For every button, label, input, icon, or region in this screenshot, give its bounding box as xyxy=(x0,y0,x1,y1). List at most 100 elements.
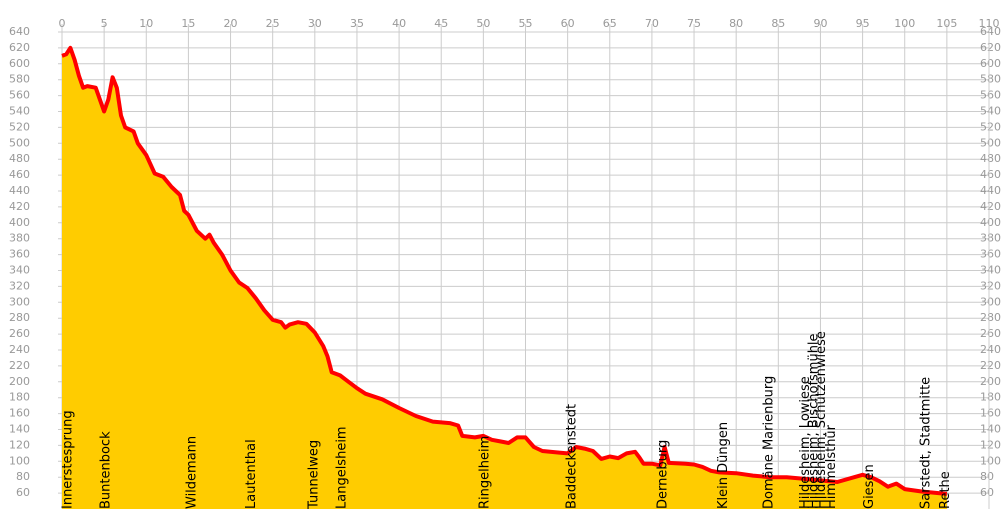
y2-tick-label: 580 xyxy=(980,73,1001,86)
y-tick-label: 500 xyxy=(9,136,30,149)
x-tick-label: 25 xyxy=(266,17,280,30)
station-label: Langelsheim xyxy=(334,426,349,509)
y2-tick-label: 240 xyxy=(980,343,1001,356)
x-tick-label: 85 xyxy=(771,17,785,30)
station-label: Hildesheim, Bischofsmühle xyxy=(806,333,821,509)
y2-tick-label: 460 xyxy=(980,168,1001,181)
x-tick-label: 105 xyxy=(936,17,957,30)
y2-tick-label: 620 xyxy=(980,41,1001,54)
y-tick-label: 260 xyxy=(9,327,30,340)
y-tick-label: 200 xyxy=(9,375,30,388)
x-tick-label: 65 xyxy=(603,17,617,30)
y-tick-label: 120 xyxy=(9,438,30,451)
y-tick-label: 440 xyxy=(9,184,30,197)
y2-tick-label: 160 xyxy=(980,407,1001,420)
y2-tick-label: 360 xyxy=(980,248,1001,261)
y-tick-label: 620 xyxy=(9,41,30,54)
y-tick-label: 340 xyxy=(9,264,30,277)
y-tick-label: 320 xyxy=(9,279,30,292)
station-label: Innerstesprung xyxy=(61,410,76,509)
y-tick-label: 420 xyxy=(9,200,30,213)
y-tick-label: 280 xyxy=(9,311,30,324)
x-tick-label: 110 xyxy=(979,17,1000,30)
y-tick-label: 520 xyxy=(9,120,30,133)
y-tick-label: 160 xyxy=(9,407,30,420)
x-tick-label: 100 xyxy=(894,17,915,30)
y2-tick-label: 500 xyxy=(980,136,1001,149)
x-tick-label: 5 xyxy=(101,17,108,30)
station-label: Derneburg xyxy=(655,440,670,509)
x-tick-label: 40 xyxy=(392,17,406,30)
x-tick-label: 75 xyxy=(687,17,701,30)
x-tick-label: 95 xyxy=(856,17,870,30)
x-tick-label: 70 xyxy=(645,17,659,30)
y2-tick-label: 180 xyxy=(980,391,1001,404)
x-tick-label: 0 xyxy=(59,17,66,30)
x-tick-label: 90 xyxy=(813,17,827,30)
station-label: Ringelheim xyxy=(478,436,493,509)
x-tick-label: 10 xyxy=(139,17,153,30)
y2-tick-label: 100 xyxy=(980,454,1001,467)
x-tick-label: 30 xyxy=(308,17,322,30)
y2-tick-label: 420 xyxy=(980,200,1001,213)
y2-tick-label: 280 xyxy=(980,311,1001,324)
y-tick-label: 540 xyxy=(9,105,30,118)
x-tick-label: 45 xyxy=(434,17,448,30)
y-tick-label: 480 xyxy=(9,152,30,165)
station-label: Lautenthal xyxy=(244,439,259,509)
y2-tick-label: 220 xyxy=(980,359,1001,372)
y-tick-label: 560 xyxy=(9,89,30,102)
y2-tick-label: 600 xyxy=(980,57,1001,70)
area xyxy=(62,47,947,510)
x-tick-label: 80 xyxy=(729,17,743,30)
y2-tick-label: 260 xyxy=(980,327,1001,340)
station-label: Wildemann xyxy=(184,436,199,509)
station-label: Rethe xyxy=(938,471,953,509)
y-tick-label: 60 xyxy=(16,486,30,499)
y-tick-label: 400 xyxy=(9,216,30,229)
station-label: Domäne Marienburg xyxy=(762,376,777,509)
y2-tick-label: 140 xyxy=(980,423,1001,436)
station-label: Tunnelweg xyxy=(307,440,322,510)
y2-tick-label: 380 xyxy=(980,232,1001,245)
y-tick-label: 220 xyxy=(9,359,30,372)
station-label: Baddeckenstedt xyxy=(564,404,579,509)
y-tick-label: 580 xyxy=(9,73,30,86)
y-tick-label: 80 xyxy=(16,470,30,483)
station-label: Sarstedt, Stadtmitte xyxy=(918,377,933,509)
y2-tick-label: 80 xyxy=(980,470,994,483)
station-label: Giesen xyxy=(862,464,877,509)
x-tick-label: 60 xyxy=(561,17,575,30)
y2-tick-label: 540 xyxy=(980,105,1001,118)
y2-tick-label: 200 xyxy=(980,375,1001,388)
y2-tick-label: 340 xyxy=(980,264,1001,277)
y2-tick-label: 400 xyxy=(980,216,1001,229)
y2-tick-label: 320 xyxy=(980,279,1001,292)
y-tick-label: 640 xyxy=(9,25,30,38)
y2-tick-label: 440 xyxy=(980,184,1001,197)
y2-tick-label: 560 xyxy=(980,89,1001,102)
line xyxy=(61,45,948,496)
x-tick-label: 55 xyxy=(519,17,533,30)
y-tick-label: 240 xyxy=(9,343,30,356)
y-tick-label: 180 xyxy=(9,391,30,404)
x-tick-label: 15 xyxy=(181,17,195,30)
y2-tick-label: 300 xyxy=(980,295,1001,308)
station-label: Hildesheim, Lowiese xyxy=(798,376,813,509)
y2-tick-label: 60 xyxy=(980,486,994,499)
y-tick-label: 460 xyxy=(9,168,30,181)
x-tick-label: 35 xyxy=(350,17,364,30)
y-tick-label: 380 xyxy=(9,232,30,245)
y-tick-label: 100 xyxy=(9,454,30,467)
station-label: Buntenbock xyxy=(98,431,113,509)
y-tick-label: 140 xyxy=(9,423,30,436)
y2-tick-label: 120 xyxy=(980,438,1001,451)
station-label: Klein Düngen xyxy=(716,422,731,509)
y-tick-label: 360 xyxy=(9,248,30,261)
station-label: Hildesheim, Schützenwiese xyxy=(814,331,829,509)
x-tick-label: 20 xyxy=(224,17,238,30)
y2-tick-label: 480 xyxy=(980,152,1001,165)
y-tick-label: 300 xyxy=(9,295,30,308)
x-tick-label: 50 xyxy=(476,17,490,30)
